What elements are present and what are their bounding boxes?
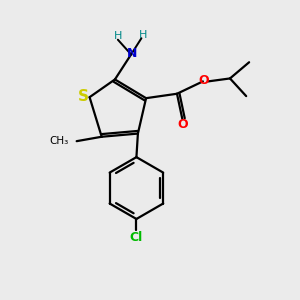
- Text: CH₃: CH₃: [49, 136, 68, 146]
- Text: N: N: [127, 47, 137, 60]
- Text: H: H: [139, 30, 147, 40]
- Text: H: H: [114, 31, 122, 41]
- Text: S: S: [78, 88, 88, 104]
- Text: Cl: Cl: [130, 231, 143, 244]
- Text: O: O: [178, 118, 188, 130]
- Text: O: O: [198, 74, 209, 87]
